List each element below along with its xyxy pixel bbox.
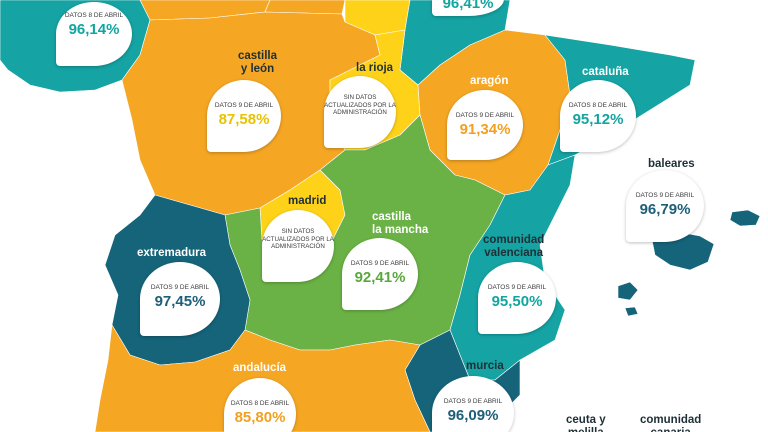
la-rioja-note: SIN DATOS ACTUALIZADOS POR LA ADMINISTRA… [324, 94, 396, 117]
andalucia-value: 85,80% [234, 408, 286, 426]
castilla-mancha-value: 92,41% [354, 268, 406, 286]
castilla-mancha-bubble: DATOS 9 DE ABRIL 92,41% [342, 238, 418, 310]
ceuta-melilla-name: ceuta y melilla [566, 414, 606, 432]
castilla-leon-bubble: DATOS 9 DE ABRIL 87,58% [207, 80, 281, 152]
castilla-leon-date: DATOS 9 DE ABRIL [214, 102, 274, 109]
castilla-leon-value: 87,58% [218, 110, 270, 128]
navarra-value: 96,41% [442, 0, 494, 12]
castilla-mancha-date: DATOS 9 DE ABRIL [350, 260, 410, 267]
aragon-value: 91,34% [459, 120, 511, 138]
madrid-note: SIN DATOS ACTUALIZADOS POR LA ADMINISTRA… [262, 228, 334, 251]
extremadura-name: extremadura [137, 247, 207, 259]
region-baleares-menorca[interactable] [729, 209, 761, 227]
andalucia-bubble: DATOS 8 DE ABRIL 85,80% [224, 378, 296, 432]
aragon-name: aragón [470, 75, 509, 87]
aragon-bubble: DATOS 9 DE ABRIL 91,34% [447, 90, 523, 160]
cataluna-name: cataluña [582, 66, 629, 78]
extremadura-date: DATOS 9 DE ABRIL [150, 284, 210, 291]
extremadura-value: 97,45% [154, 292, 206, 310]
cataluna-value: 95,12% [572, 110, 624, 128]
baleares-bubble: DATOS 9 DE ABRIL 96,79% [626, 170, 704, 242]
baleares-name: baleares [648, 158, 695, 170]
region-baleares-ibiza[interactable] [617, 281, 639, 301]
comunidad-valenciana-bubble: DATOS 9 DE ABRIL 95,50% [478, 262, 556, 334]
extremadura-bubble: DATOS 9 DE ABRIL 97,45% [140, 262, 220, 336]
murcia-name: murcia [466, 360, 504, 372]
cataluna-date: DATOS 8 DE ABRIL [568, 102, 628, 109]
andalucia-name: andalucía [233, 362, 287, 374]
murcia-bubble: DATOS 9 DE ABRIL 96,09% [432, 376, 514, 432]
region-baleares-formentera[interactable] [624, 306, 639, 317]
andalucia-date: DATOS 8 DE ABRIL [230, 400, 290, 407]
galicia-date: DATOS 8 DE ABRIL [64, 12, 124, 19]
la-rioja-bubble: SIN DATOS ACTUALIZADOS POR LA ADMINISTRA… [324, 76, 396, 148]
castilla-mancha-name: castilla la mancha [372, 211, 429, 236]
murcia-value: 96,09% [447, 406, 499, 424]
aragon-date: DATOS 9 DE ABRIL [455, 112, 515, 119]
la-rioja-name: la rioja [356, 62, 394, 74]
galicia-value: 96,14% [68, 20, 120, 38]
navarra-bubble: 96,41% [432, 0, 504, 16]
baleares-date: DATOS 9 DE ABRIL [635, 192, 695, 199]
baleares-value: 96,79% [639, 200, 691, 218]
madrid-bubble: SIN DATOS ACTUALIZADOS POR LA ADMINISTRA… [262, 210, 334, 282]
galicia-bubble: DATOS 8 DE ABRIL 96,14% [56, 2, 132, 66]
murcia-date: DATOS 9 DE ABRIL [443, 398, 503, 405]
cataluna-bubble: DATOS 8 DE ABRIL 95,12% [560, 80, 636, 152]
comunidad-valenciana-value: 95,50% [491, 292, 543, 310]
comunidad-canaria-name: comunidad canaria [640, 414, 702, 432]
region-cantabria[interactable] [264, 0, 346, 15]
castilla-leon-name: castilla y león [238, 50, 277, 75]
comunidad-valenciana-date: DATOS 9 DE ABRIL [487, 284, 547, 291]
comunidad-valenciana-name: comunidad valenciana [483, 234, 545, 259]
madrid-name: madrid [288, 195, 327, 207]
